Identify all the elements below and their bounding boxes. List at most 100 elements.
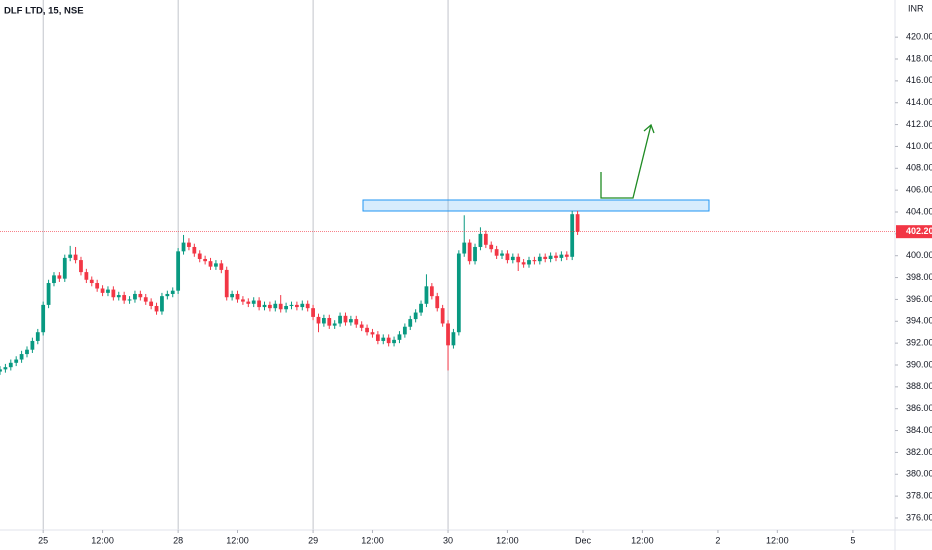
x-tick-label: 2	[715, 535, 720, 545]
y-tick-label: 412.00	[906, 119, 932, 129]
candle-body	[170, 290, 175, 294]
candle-body	[116, 295, 121, 298]
x-tick-label: Dec	[575, 535, 592, 545]
candle-body	[89, 279, 94, 284]
projection-arrow	[600, 124, 652, 199]
candle-body	[419, 303, 423, 313]
candle-body	[338, 315, 342, 324]
x-tick-label: 12:00	[766, 535, 789, 545]
candle-body	[257, 300, 261, 308]
candle-body	[106, 289, 110, 293]
candle-body	[79, 260, 83, 273]
candle-body	[300, 303, 305, 308]
candle-body	[489, 244, 494, 250]
x-tick-label: 5	[850, 535, 855, 545]
candle-body	[30, 340, 35, 350]
day-separators	[42, 0, 449, 530]
candle-body	[111, 289, 116, 298]
x-tick-label: 12:00	[361, 535, 384, 545]
candle-body	[68, 254, 73, 258]
candle-body	[3, 367, 8, 370]
candle-body	[176, 251, 181, 291]
candle-body	[273, 303, 278, 309]
y-tick-label: 398.00	[906, 272, 932, 282]
candle-body	[375, 334, 380, 341]
x-tick-label: 12:00	[91, 535, 114, 545]
candle-body	[46, 283, 51, 305]
candle-body	[500, 253, 504, 256]
candle-body	[100, 288, 105, 293]
candle-body	[413, 312, 418, 320]
candle-body	[278, 303, 283, 310]
candle-body	[187, 242, 191, 247]
candle-body	[321, 318, 326, 324]
candle-body	[402, 326, 407, 335]
candle-body	[564, 254, 569, 257]
candle-body	[224, 269, 229, 298]
candle-body	[348, 319, 353, 323]
candle-body	[192, 246, 197, 254]
y-tick-label: 406.00	[906, 185, 932, 195]
candle-body	[365, 327, 369, 333]
candle-body	[575, 214, 580, 232]
candle-body	[483, 233, 488, 245]
candle-body	[19, 354, 24, 360]
candle-body	[289, 304, 294, 306]
candle-body	[138, 293, 143, 298]
x-tick-label: 25	[38, 535, 48, 545]
candle-body	[532, 260, 537, 262]
candle-body	[73, 254, 78, 261]
y-tick-label: 394.00	[906, 316, 932, 326]
chart-title: DLF LTD, 15, NSE	[4, 6, 84, 17]
candle-body	[505, 253, 510, 261]
candle-body	[133, 293, 137, 300]
candle-body	[494, 249, 499, 256]
y-tick-label: 376.00	[906, 512, 932, 522]
candle-body	[516, 256, 521, 263]
y-tick-label: 388.00	[906, 381, 932, 391]
candle-body	[41, 304, 46, 333]
y-tick-label: 392.00	[906, 338, 932, 348]
candle-body	[52, 275, 56, 284]
y-tick-label: 420.00	[906, 32, 932, 42]
candle-body	[181, 242, 186, 252]
x-tick-label: 12:00	[496, 535, 519, 545]
x-tick-label: 12:00	[226, 535, 249, 545]
candle-body	[127, 299, 132, 301]
y-tick-label: 416.00	[906, 75, 932, 85]
currency-label: INR	[908, 3, 924, 13]
candle-body	[462, 242, 467, 254]
x-tick-label: 29	[308, 535, 318, 545]
candle-body	[327, 318, 332, 326]
candle-body	[230, 293, 235, 298]
candle-body	[408, 319, 413, 327]
candle-body	[149, 301, 154, 306]
candle-body	[559, 254, 564, 258]
candle-body	[208, 261, 213, 267]
y-tick-label: 408.00	[906, 163, 932, 173]
candle-body	[8, 362, 13, 368]
y-tick-label: 382.00	[906, 447, 932, 457]
axes: 376.00 378.00 380.00 382.00 384.00 386.00 388.…	[0, 32, 932, 545]
y-tick-label: 418.00	[906, 53, 932, 63]
candle-body	[305, 303, 310, 309]
candle-body	[381, 337, 386, 341]
candle-body	[354, 319, 359, 325]
y-tick-label: 390.00	[906, 359, 932, 369]
candle-body	[359, 324, 364, 328]
candle-body	[251, 300, 256, 304]
y-tick-label: 400.00	[906, 250, 932, 260]
candle-body	[424, 286, 429, 304]
y-tick-label: 396.00	[906, 294, 932, 304]
candle-body	[397, 334, 402, 340]
candle-body	[386, 337, 391, 344]
candle-body	[537, 256, 542, 262]
candle-body	[57, 275, 62, 279]
candle-body	[429, 286, 434, 297]
candle-body	[473, 246, 477, 262]
last-price-box	[896, 225, 932, 239]
candle-body	[570, 214, 575, 257]
candle-body	[295, 304, 299, 308]
